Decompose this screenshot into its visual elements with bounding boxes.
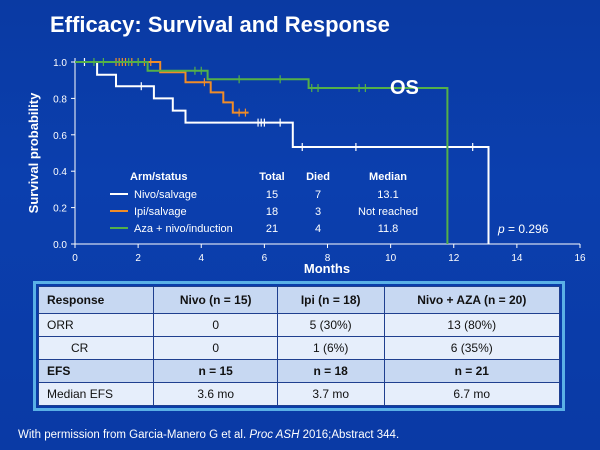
x-tick-label: 0 bbox=[72, 253, 78, 264]
x-tick-label: 2 bbox=[135, 253, 141, 264]
legend-header-arm: Arm/status bbox=[130, 171, 187, 183]
y-tick-label: 0.2 bbox=[53, 204, 67, 215]
km-curve-2 bbox=[75, 61, 249, 114]
chart-axes: 0 2 4 6 8 10 12 14 16 0.0 0.2 0.4 0.6 0.8 1.0 bbox=[53, 58, 586, 264]
p-value: p = 0.296 bbox=[497, 222, 549, 236]
y-tick-label: 0.6 bbox=[53, 131, 67, 142]
chart-legend: Arm/status Total Died Median Nivo/salvage 15 7… bbox=[110, 171, 418, 235]
x-tick-label: 14 bbox=[511, 253, 523, 264]
y-tick-label: 0.4 bbox=[53, 167, 67, 178]
table-row-cr: CR 0 1 (6%) 6 (35%) bbox=[37, 336, 561, 360]
y-tick-label: 0.8 bbox=[53, 94, 67, 105]
x-tick-label: 16 bbox=[574, 253, 586, 264]
header-nivo-aza: Nivo + AZA (n = 20) bbox=[383, 286, 561, 314]
table-cell: 0 bbox=[153, 313, 278, 337]
x-tick-label: 6 bbox=[262, 253, 268, 264]
table-cell: Median EFS bbox=[37, 382, 155, 406]
table-cell: 3.6 mo bbox=[153, 382, 278, 406]
legend-series-name: Aza + nivo/induction bbox=[134, 223, 233, 235]
legend-header-died: Died bbox=[306, 171, 330, 183]
legend-header-median: Median bbox=[369, 171, 407, 183]
km-curve-3 bbox=[75, 61, 449, 244]
legend-total: 15 bbox=[266, 189, 278, 201]
x-axis-title: Months bbox=[304, 261, 350, 276]
slide-title: Efficacy: Survival and Response bbox=[50, 12, 390, 37]
legend-died: 3 bbox=[315, 206, 321, 218]
x-tick-label: 10 bbox=[385, 253, 397, 264]
legend-died: 4 bbox=[315, 223, 321, 235]
header-response: Response bbox=[37, 286, 155, 314]
table-cell: ORR bbox=[37, 313, 155, 337]
table-cell: n = 21 bbox=[383, 359, 561, 383]
table-cell: 3.7 mo bbox=[276, 382, 385, 406]
table-row-efs: EFS n = 15 n = 18 n = 21 bbox=[37, 359, 561, 383]
chart-curves bbox=[75, 58, 490, 244]
table-cell: n = 15 bbox=[153, 359, 278, 383]
table-row-median-efs: Median EFS 3.6 mo 3.7 mo 6.7 mo bbox=[37, 382, 561, 406]
table-cell: n = 18 bbox=[276, 359, 385, 383]
table-header-row: Response Nivo (n = 15) Ipi (n = 18) Nivo… bbox=[37, 286, 561, 314]
table-cell: CR bbox=[37, 336, 155, 360]
legend-total: 21 bbox=[266, 223, 278, 235]
table-cell: 0 bbox=[153, 336, 278, 360]
km-chart: 0 2 4 6 8 10 12 14 16 0.0 0.2 0.4 0.6 0.8 1.0 Arm/stat… bbox=[26, 58, 586, 276]
x-tick-label: 4 bbox=[198, 253, 204, 264]
header-ipi: Ipi (n = 18) bbox=[276, 286, 385, 314]
legend-header-total: Total bbox=[259, 171, 284, 183]
table-cell: 13 (80%) bbox=[383, 313, 561, 337]
y-tick-label: 1.0 bbox=[53, 58, 67, 69]
x-tick-label: 12 bbox=[448, 253, 460, 264]
table-cell: EFS bbox=[37, 359, 155, 383]
citation-prefix: With permission from Garcia-Manero G et … bbox=[18, 429, 250, 441]
citation: With permission from Garcia-Manero G et … bbox=[18, 429, 399, 441]
table-cell: 1 (6%) bbox=[276, 336, 385, 360]
legend-median: Not reached bbox=[358, 206, 418, 218]
legend-series-name: Nivo/salvage bbox=[134, 189, 197, 201]
table-cell: 5 (30%) bbox=[276, 313, 385, 337]
table-row-orr: ORR 0 5 (30%) 13 (80%) bbox=[37, 313, 561, 337]
chart-title: OS bbox=[390, 77, 419, 99]
legend-series-name: Ipi/salvage bbox=[134, 206, 187, 218]
header-nivo: Nivo (n = 15) bbox=[153, 286, 278, 314]
y-tick-label: 0.0 bbox=[53, 240, 67, 251]
km-curve-1 bbox=[75, 61, 490, 244]
citation-suffix: 2016;Abstract 344. bbox=[299, 429, 400, 441]
legend-total: 18 bbox=[266, 206, 278, 218]
table-cell: 6 (35%) bbox=[383, 336, 561, 360]
x-tick-label: 8 bbox=[325, 253, 331, 264]
legend-median: 13.1 bbox=[377, 189, 398, 201]
citation-journal: Proc ASH bbox=[249, 429, 300, 441]
table-cell: 6.7 mo bbox=[383, 382, 561, 406]
legend-died: 7 bbox=[315, 189, 321, 201]
y-axis-title: Survival probability bbox=[26, 92, 41, 213]
legend-median: 11.8 bbox=[378, 223, 399, 235]
response-table: Response Nivo (n = 15) Ipi (n = 18) Nivo… bbox=[33, 281, 565, 411]
